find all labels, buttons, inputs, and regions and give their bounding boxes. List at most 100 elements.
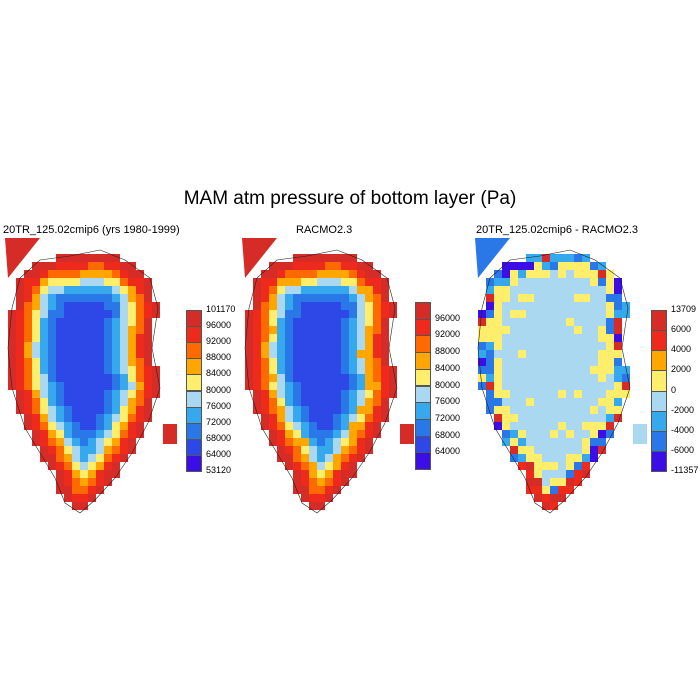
map-cell: [590, 294, 598, 302]
map-cell: [64, 406, 72, 414]
map-cell: [574, 358, 582, 366]
map-cell: [518, 382, 526, 390]
map-cell: [40, 422, 48, 430]
map-cell: [526, 430, 534, 438]
map-cell: [590, 262, 598, 270]
map-cell: [494, 414, 502, 422]
map-cell: [8, 374, 16, 382]
map-cell: [128, 302, 136, 310]
map-cell: [261, 270, 269, 278]
map-cell: [88, 318, 96, 326]
map-cell: [317, 350, 325, 358]
map-cell: [96, 262, 104, 270]
map-cell: [333, 278, 341, 286]
map-cell: [606, 286, 614, 294]
map-cell: [128, 270, 136, 278]
map-cell: [96, 254, 104, 262]
map-cell: [317, 278, 325, 286]
map-cell: [534, 390, 542, 398]
map-cell: [269, 270, 277, 278]
map-cell: [96, 398, 104, 406]
map-cell: [566, 446, 574, 454]
map-cell: [317, 302, 325, 310]
map-cell: [8, 310, 16, 318]
map-cell: [349, 350, 357, 358]
map-cell: [542, 438, 550, 446]
map-cell: [341, 278, 349, 286]
colorbar-label: 0: [671, 384, 677, 395]
map-cell: [293, 270, 301, 278]
map-cell: [88, 494, 96, 502]
map-cell: [56, 342, 64, 350]
map-cell: [542, 398, 550, 406]
map-cell: [64, 414, 72, 422]
map-cell: [317, 478, 325, 486]
map-cell: [261, 310, 269, 318]
map-cell: [574, 302, 582, 310]
map-cell: [112, 462, 120, 470]
map-cell: [526, 254, 534, 262]
map-cell: [518, 326, 526, 334]
map-cell: [373, 270, 381, 278]
map-cell: [104, 342, 112, 350]
map-cell: [88, 270, 96, 278]
map-cell: [598, 350, 606, 358]
colorbar-label: -6000: [671, 444, 695, 455]
map-cell: [293, 262, 301, 270]
map-cell: [325, 494, 333, 502]
map-cell: [349, 414, 357, 422]
map-cell: [136, 398, 144, 406]
map-cell: [606, 430, 614, 438]
map-cell: [40, 334, 48, 342]
map-cell: [542, 422, 550, 430]
map-cell: [88, 310, 96, 318]
map-cell: [534, 270, 542, 278]
map-cell: [277, 334, 285, 342]
map-cell: [614, 334, 622, 342]
map-cell: [261, 390, 269, 398]
map-cell: [542, 414, 550, 422]
map-cell: [72, 398, 80, 406]
map-cell: [542, 310, 550, 318]
map-cell: [606, 358, 614, 366]
map-cell: [56, 278, 64, 286]
map-cell: [104, 286, 112, 294]
map-cell: [550, 462, 558, 470]
map-cell: [486, 278, 494, 286]
map-cell: [72, 462, 80, 470]
map-cell: [317, 390, 325, 398]
map-cell: [325, 382, 333, 390]
map-cell: [301, 462, 309, 470]
map-cell: [518, 310, 526, 318]
map-cell: [550, 302, 558, 310]
map-cell: [56, 406, 64, 414]
map-cell: [365, 438, 373, 446]
map-cell: [64, 374, 72, 382]
map-cell: [64, 326, 72, 334]
map-cell: [502, 374, 510, 382]
map-cell: [32, 286, 40, 294]
map-cell: [285, 318, 293, 326]
map-cell: [566, 422, 574, 430]
map-cell: [510, 326, 518, 334]
map-cell: [277, 358, 285, 366]
map-cell: [542, 374, 550, 382]
map-cell: [80, 358, 88, 366]
map-cell: [486, 286, 494, 294]
map-cell: [104, 454, 112, 462]
map-cell: [56, 326, 64, 334]
coastline: [477, 249, 631, 514]
map-cell: [301, 358, 309, 366]
map-cell: [381, 294, 389, 302]
map-cell: [48, 462, 56, 470]
map-cell: [333, 326, 341, 334]
map-cell: [96, 270, 104, 278]
map-cell: [373, 358, 381, 366]
map-cell: [261, 350, 269, 358]
map-cell: [486, 374, 494, 382]
map-cell: [494, 366, 502, 374]
map-cell: [112, 454, 120, 462]
map-cell: [550, 470, 558, 478]
map-cell: [590, 270, 598, 278]
map-cell: [24, 294, 32, 302]
